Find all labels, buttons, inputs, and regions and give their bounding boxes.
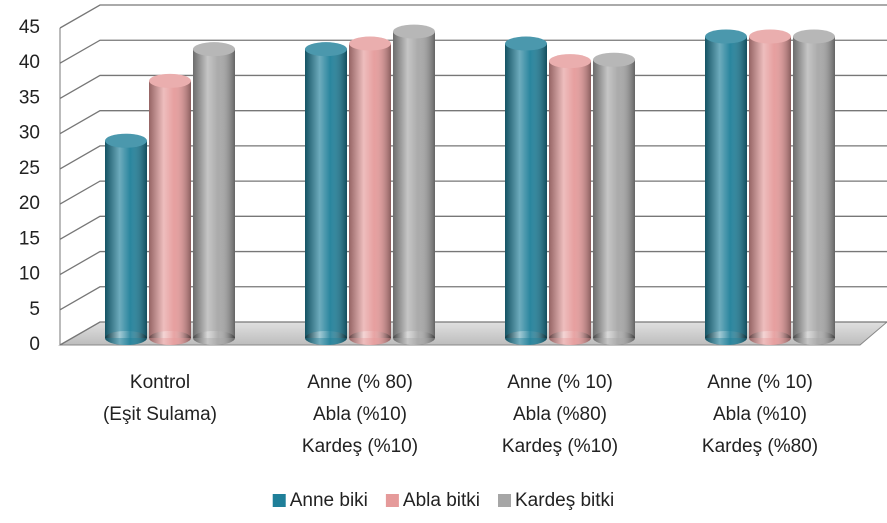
x-tick-label: Abla (%10): [713, 404, 807, 425]
x-tick-label: Kontrol: [130, 372, 190, 393]
bar-shade: [349, 43, 391, 338]
bar-top: [705, 29, 747, 44]
bar: [549, 54, 591, 345]
y-tick-label: 35: [19, 87, 40, 108]
legend-swatch: [498, 494, 511, 507]
y-tick-label: 25: [19, 158, 40, 179]
y-tick-label: 20: [19, 193, 40, 214]
bar-top-light: [193, 42, 235, 57]
bar: [349, 36, 391, 345]
bar: [305, 42, 347, 345]
y-tick-label: 5: [29, 299, 40, 320]
x-tick-label: (Eşit Sulama): [103, 404, 217, 425]
bar-top: [749, 29, 791, 44]
bar-base-shade: [793, 331, 835, 345]
bar-top: [505, 36, 547, 51]
bar-top-light: [549, 54, 591, 69]
bar: [105, 133, 147, 345]
bar: [793, 29, 835, 345]
bar-top: [593, 52, 635, 67]
bar-top-light: [149, 73, 191, 88]
x-tick-label: Kardeş (%80): [702, 436, 818, 457]
bar-top-light: [505, 36, 547, 51]
bar-top: [305, 42, 347, 57]
bar-base-shade: [349, 331, 391, 345]
y-tick-label: 30: [19, 123, 40, 144]
y-tick-label: 0: [29, 334, 40, 355]
bar-top-light: [749, 29, 791, 44]
bar-shade: [793, 36, 835, 339]
bar-top-light: [593, 52, 635, 67]
bar-base-shade: [505, 331, 547, 345]
bar-top: [149, 73, 191, 88]
bar-base-shade: [305, 331, 347, 345]
bar-shade: [705, 36, 747, 339]
bar: [705, 29, 747, 345]
bar-shade: [193, 49, 235, 339]
grid-line: [59, 4, 887, 29]
bar-top-light: [349, 36, 391, 51]
bar-base-shade: [149, 331, 191, 345]
bar-top-light: [105, 133, 147, 148]
y-tick-label: 10: [19, 264, 40, 285]
bar: [149, 73, 191, 345]
bar-base-shade: [105, 331, 147, 345]
bar-shade: [149, 80, 191, 338]
bar-shade: [505, 43, 547, 338]
bar-shade: [105, 140, 147, 338]
x-tick-label: Kardeş (%10): [302, 436, 418, 457]
bar-top: [193, 42, 235, 57]
bar-top: [105, 133, 147, 148]
bar: [193, 42, 235, 345]
legend-swatch: [385, 494, 399, 507]
bar-top-light: [305, 42, 347, 57]
x-tick-label: Anne (% 10): [707, 372, 813, 393]
bar-top: [349, 36, 391, 51]
bar-shade: [305, 49, 347, 339]
bar: [505, 36, 547, 345]
x-tick-label: Anne (% 80): [307, 372, 413, 393]
bar-base-shade: [705, 331, 747, 345]
y-tick-label: 15: [19, 228, 40, 249]
y-tick-label: 45: [19, 17, 40, 38]
bar-shade: [749, 36, 791, 339]
legend-label: Kardeş bitki: [515, 490, 614, 511]
bar-base-shade: [549, 331, 591, 345]
bar: [749, 29, 791, 345]
bar-top: [549, 54, 591, 69]
bar-base-shade: [193, 331, 235, 345]
legend-label: Anne biki: [290, 490, 368, 511]
bar-shade: [393, 31, 435, 339]
bar: [393, 24, 435, 345]
y-tick-label: 40: [19, 52, 40, 73]
legend-swatch: [272, 494, 286, 507]
grid-line: [59, 39, 887, 64]
bar-shade: [593, 59, 635, 338]
bar-top-light: [705, 29, 747, 44]
x-tick-label: Abla (%80): [513, 404, 607, 425]
legend-label: Abla bitki: [403, 490, 480, 511]
bar-top: [393, 24, 435, 39]
bar-shade: [549, 61, 591, 339]
bar-base-shade: [593, 331, 635, 345]
bar: [593, 52, 635, 345]
bar-base-shade: [749, 331, 791, 345]
bar-top: [793, 29, 835, 44]
x-tick-label: Kardeş (%10): [502, 436, 618, 457]
x-tick-label: Anne (% 10): [507, 372, 613, 393]
x-tick-label: Abla (%10): [313, 404, 407, 425]
bar-top-light: [793, 29, 835, 44]
bar-top-light: [393, 24, 435, 39]
bar-base-shade: [393, 331, 435, 345]
